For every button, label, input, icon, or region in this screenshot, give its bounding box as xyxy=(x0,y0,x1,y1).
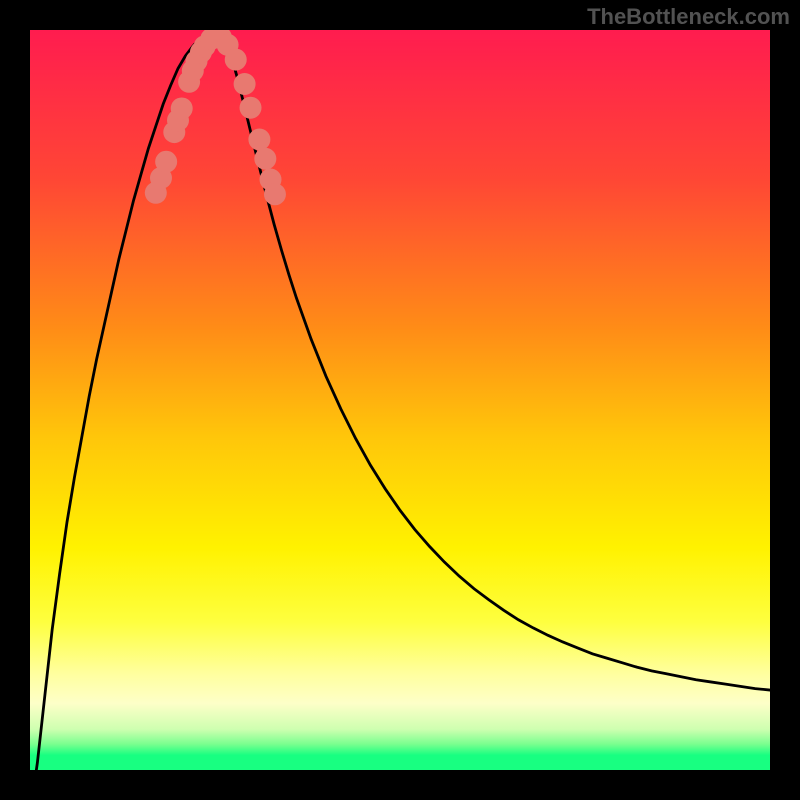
watermark-text: TheBottleneck.com xyxy=(587,4,790,30)
marker-dot xyxy=(234,73,256,95)
marker-dot xyxy=(240,97,262,119)
marker-dot xyxy=(155,151,177,173)
plot-svg xyxy=(30,30,770,770)
plot-area xyxy=(30,30,770,770)
marker-dot xyxy=(225,49,247,71)
marker-dot xyxy=(248,129,270,151)
marker-dot xyxy=(264,183,286,205)
plot-background xyxy=(30,30,770,770)
marker-dot xyxy=(254,148,276,170)
marker-dot xyxy=(171,97,193,119)
